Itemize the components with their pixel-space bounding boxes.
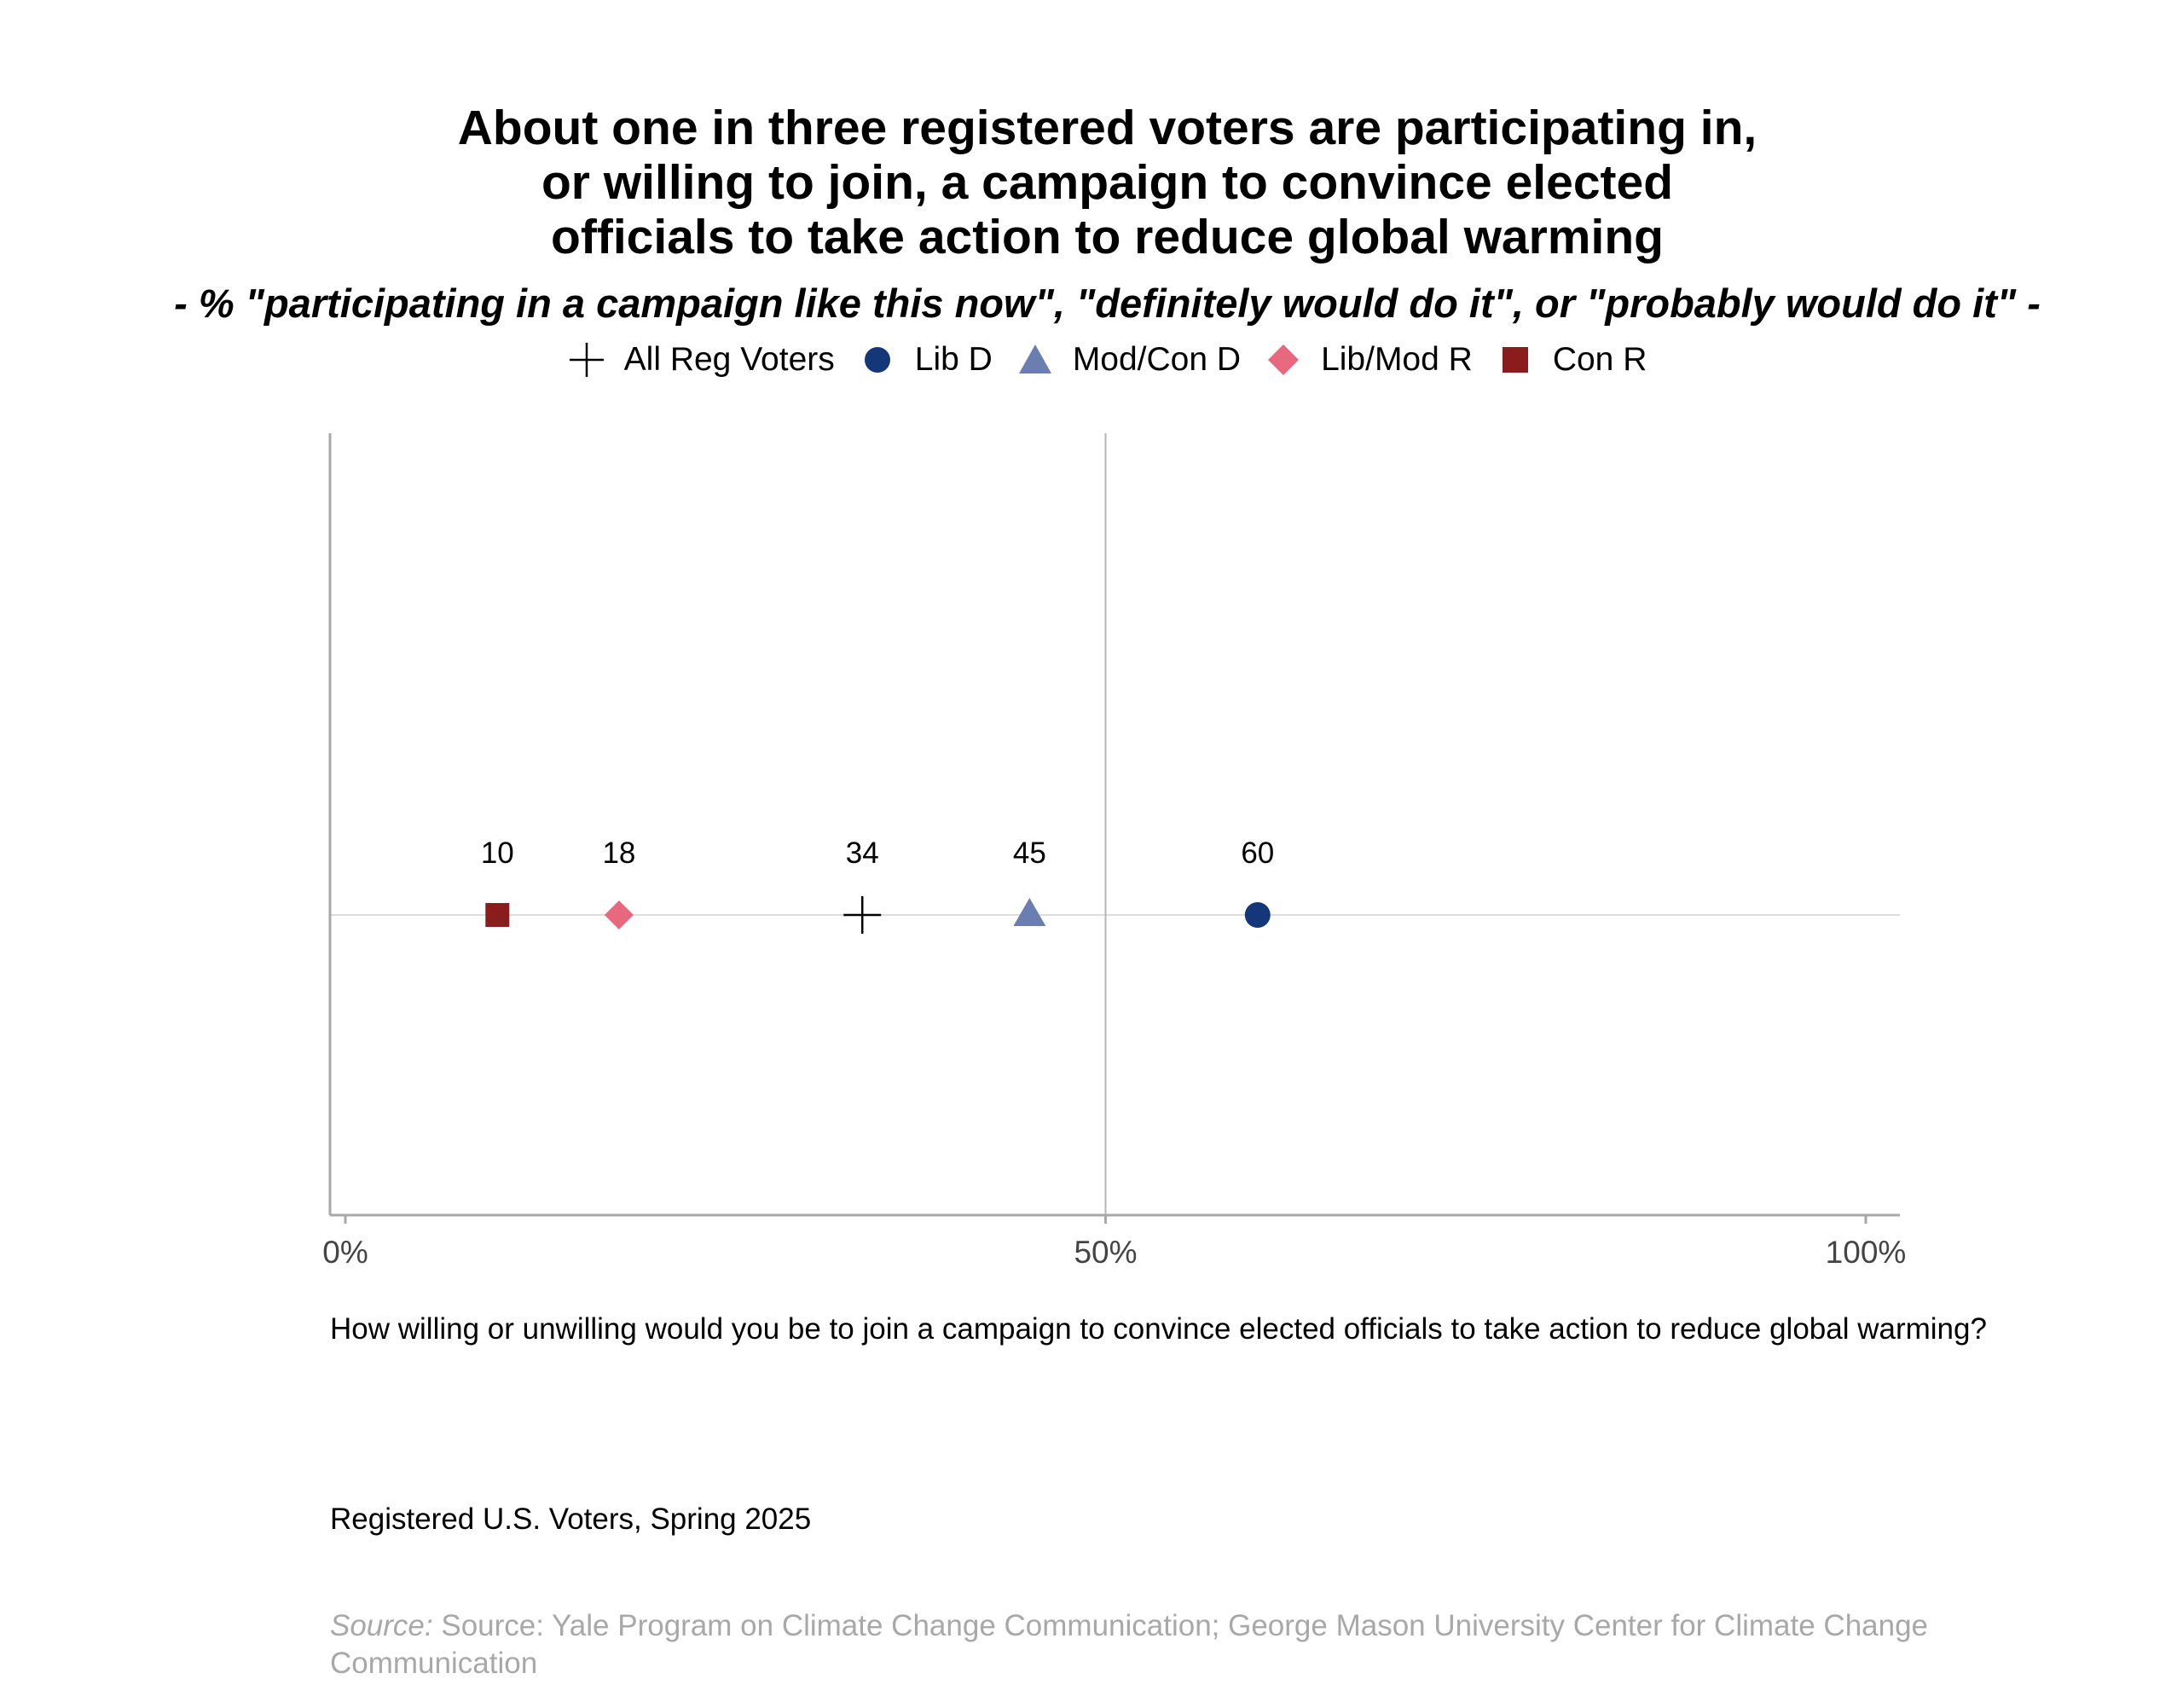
source-note: Source: Source: Yale Program on Climate …	[330, 1607, 2104, 1682]
plus-icon	[569, 343, 604, 377]
x-tick-label: 100%	[1826, 1235, 1907, 1270]
data-label: 18	[602, 837, 635, 870]
triangle-icon	[1018, 344, 1051, 373]
legend-item-all-reg-voters: All Reg Voters	[568, 341, 835, 379]
con-r-point	[485, 903, 510, 927]
lib-mod-r-point	[604, 900, 634, 929]
x-tick-label: 50%	[1074, 1235, 1137, 1270]
sample-description: Registered U.S. Voters, Spring 2025	[330, 1502, 812, 1536]
mod-con-d-point	[1013, 898, 1046, 926]
chart-legend: All Reg Voters Lib D Mod/Con D Lib/Mod R…	[0, 341, 2183, 379]
data-label: 60	[1241, 837, 1274, 870]
diamond-icon	[1268, 344, 1300, 375]
legend-label: Mod/Con D	[1072, 341, 1242, 378]
data-label: 10	[481, 837, 514, 870]
source-label: Source:	[330, 1609, 433, 1642]
legend-item-lib-d: Lib D	[859, 341, 993, 379]
data-label: 45	[1013, 837, 1046, 870]
x-tick-label: 0%	[322, 1235, 368, 1270]
all-reg-voters-point	[843, 896, 882, 934]
legend-item-lib-mod-r: Lib/Mod R	[1265, 341, 1473, 379]
legend-item-mod-con-d: Mod/Con D	[1016, 341, 1241, 379]
square-icon	[1502, 347, 1528, 373]
chart-title-line: officials to take action to reduce globa…	[551, 210, 1664, 264]
legend-label: Lib D	[914, 341, 993, 378]
legend-label: All Reg Voters	[623, 341, 835, 378]
chart-title-line: or willing to join, a campaign to convin…	[541, 155, 1674, 210]
chart-title-line: About one in three registered voters are…	[457, 101, 1757, 155]
lib-d-point	[1244, 902, 1271, 928]
chart-subtitle: - % "participating in a campaign like th…	[174, 281, 2041, 326]
source-text: Source: Yale Program on Climate Change C…	[330, 1609, 1929, 1680]
circle-icon	[864, 347, 890, 373]
legend-label: Con R	[1552, 341, 1647, 378]
legend-item-con-r: Con R	[1497, 341, 1647, 379]
chart-title: About one in three registered voters are…	[0, 101, 2183, 264]
survey-question: How willing or unwilling would you be to…	[330, 1312, 1987, 1346]
dot-plot: 0% 50% 100% 34 60 45 18 10	[322, 433, 1907, 1270]
legend-label: Lib/Mod R	[1321, 341, 1473, 378]
data-label: 34	[846, 837, 879, 870]
